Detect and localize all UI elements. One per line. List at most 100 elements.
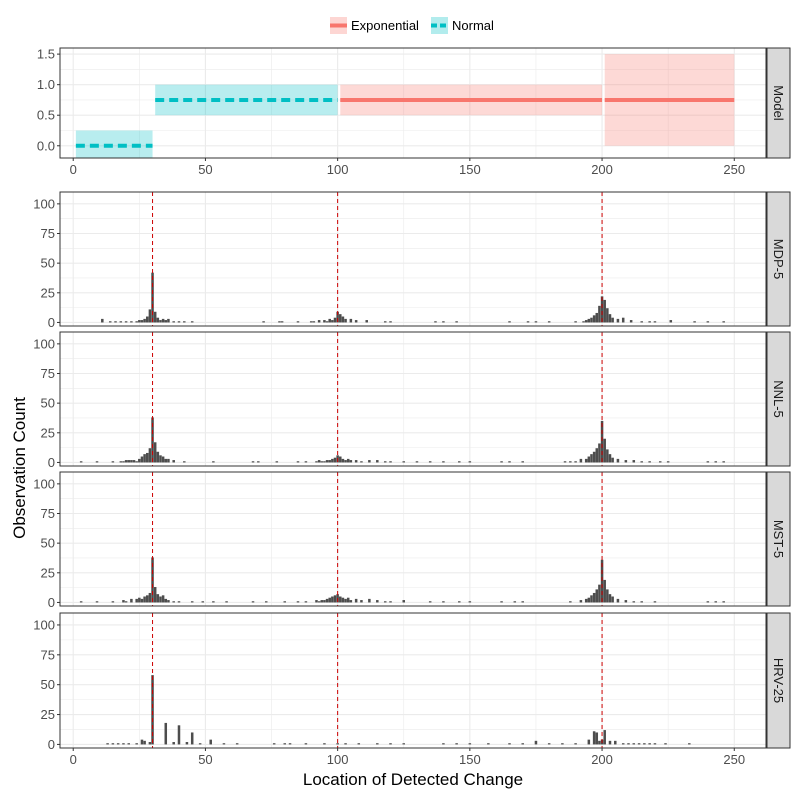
histogram-bar [164, 458, 168, 463]
gridlines [60, 332, 766, 466]
y-tick-label: 25 [41, 285, 55, 300]
histogram-bar [590, 595, 593, 603]
y-tick-label: 25 [41, 707, 55, 722]
histogram-bar [127, 743, 131, 745]
histogram-bar [653, 743, 657, 745]
histogram-bar [608, 314, 612, 323]
histogram-bar [304, 743, 308, 745]
histogram-bar [111, 743, 115, 745]
panel-mdp-5: 0 25 50 75 100 MDP-5 [33, 191, 791, 330]
facet-strip [766, 471, 791, 607]
histogram-bar [101, 318, 104, 323]
histogram-bar [212, 601, 215, 603]
histogram-bar [140, 598, 144, 603]
histogram-bar [164, 598, 168, 603]
histogram-bar [354, 598, 358, 603]
facet-strip-label: Model [771, 85, 786, 121]
histogram-bar [317, 601, 321, 603]
segment-ribbon [75, 130, 153, 158]
histogram-bar [138, 320, 141, 323]
histogram-bar [161, 318, 165, 323]
histogram-bar [135, 598, 138, 603]
histogram-bar [288, 743, 292, 745]
histogram-bar [513, 601, 517, 603]
histogram-bar [611, 317, 614, 323]
histogram-bar [156, 451, 160, 463]
histogram-bar [592, 592, 596, 603]
histogram-bar [592, 315, 596, 323]
histogram-bar [574, 743, 577, 745]
y-tick-label: 75 [41, 226, 55, 241]
y-tick-label: 25 [41, 565, 55, 580]
histogram-bar [590, 317, 593, 323]
histogram-bar [201, 601, 205, 603]
histogram-bar [323, 743, 326, 745]
histogram-bar [159, 455, 162, 463]
histogram-bar [275, 461, 279, 463]
histogram-bar [563, 461, 567, 463]
histogram-bar [402, 743, 406, 745]
histogram-bar [627, 743, 630, 745]
histogram-bar [167, 600, 170, 603]
y-axis-title: Observation Count [10, 397, 29, 539]
y-tick-label: 25 [41, 425, 55, 440]
histogram-bar [458, 601, 461, 603]
change-point-lines [152, 472, 603, 606]
histogram-bar [534, 321, 538, 323]
y-tick-label: 100 [33, 196, 55, 211]
histogram-bar [434, 321, 437, 323]
histogram-bar [135, 321, 138, 323]
histogram-bar [458, 461, 461, 463]
histogram-bar [111, 601, 115, 603]
histogram-bar [148, 448, 152, 463]
histogram-bar [643, 743, 646, 745]
histogram-bar [600, 296, 604, 323]
histogram-bar [658, 461, 662, 463]
histogram-bar [360, 461, 363, 463]
histogram-bar [264, 601, 268, 603]
histogram-bar [365, 320, 368, 323]
y-tick-label: 0 [48, 455, 55, 470]
histogram-bar [442, 601, 445, 603]
gridlines [60, 48, 766, 158]
histogram-bar [177, 725, 181, 745]
histogram-bar [614, 740, 617, 745]
histogram-bar [402, 461, 406, 463]
histogram-bar [640, 601, 643, 603]
y-tick-label: 0.5 [37, 108, 55, 123]
histogram-bar [344, 598, 347, 603]
histogram-bar [296, 461, 300, 463]
facet-strip [766, 612, 791, 749]
change-point-lines [152, 332, 603, 466]
histogram-bar [304, 461, 308, 463]
histogram-bar [251, 461, 255, 463]
histogram-bar [360, 600, 363, 603]
histogram-bar [389, 601, 392, 603]
histogram-bar [148, 592, 152, 603]
histogram-bar [468, 461, 472, 463]
histogram-bar [325, 460, 329, 463]
histogram-bar [428, 601, 432, 603]
histogram-bar [722, 601, 725, 603]
x-tick-label: 150 [459, 752, 481, 767]
gridlines [60, 192, 766, 326]
x-tick-label: 100 [327, 752, 349, 767]
histogram-bar [383, 461, 387, 463]
histogram-bar [621, 317, 625, 323]
legend-key-normal-fill [431, 17, 448, 34]
histogram-bar [143, 740, 146, 745]
histogram-bar [167, 318, 170, 323]
y-tick-label: 50 [41, 256, 55, 271]
histogram-bar [153, 311, 157, 323]
histogram-bar [415, 461, 419, 463]
histogram-bar [148, 742, 152, 745]
histogram-bar [346, 597, 350, 603]
histogram-bar [333, 317, 337, 323]
facet-strip-label: MDP-5 [771, 239, 786, 279]
histogram-bar [122, 743, 125, 745]
histogram-bar [130, 598, 133, 603]
panel-border [59, 612, 767, 749]
facet-strip [766, 47, 791, 159]
histogram-bar [569, 461, 572, 463]
x-tick-label: 100 [327, 162, 349, 177]
